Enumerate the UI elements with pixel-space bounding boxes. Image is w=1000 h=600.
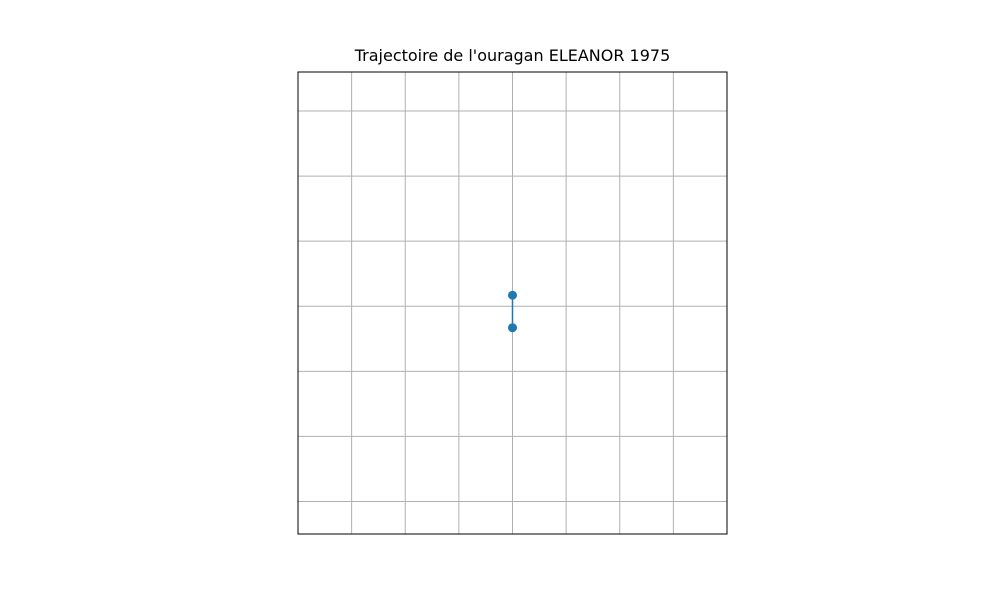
plot-frame (297, 71, 728, 535)
vertical-gridlines (351, 72, 674, 534)
track-point-1 (508, 323, 517, 333)
horizontal-gridlines (298, 110, 727, 502)
chart-title: Trajectoire de l'ouragan ELEANOR 1975 (354, 46, 671, 65)
track-layer (508, 290, 517, 333)
track-point-0 (508, 290, 517, 300)
